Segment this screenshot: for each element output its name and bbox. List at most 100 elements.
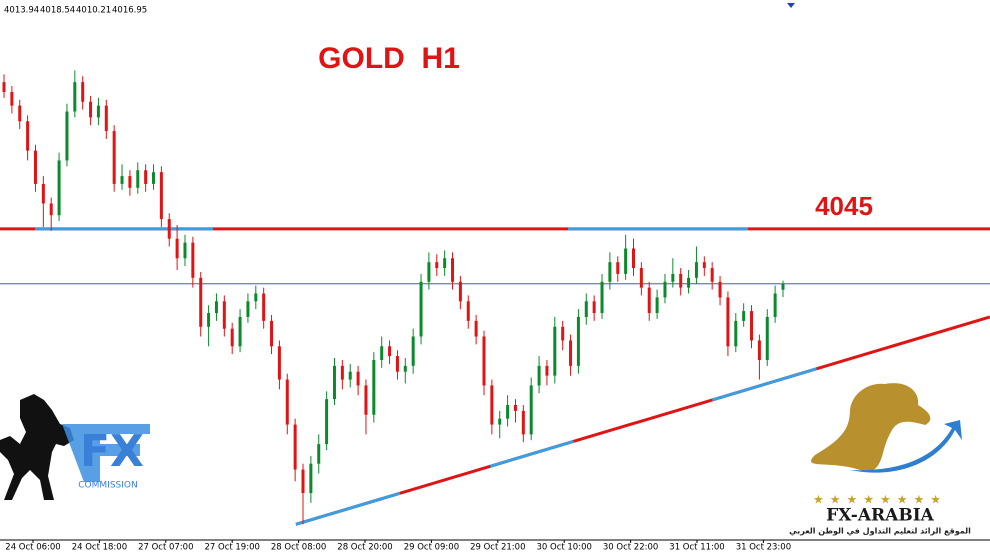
x-tick-label: 30 Oct 10:00 [536,543,591,553]
ohlc-header: 4013.94 4018.54 4010.21 4016.95 [4,6,147,16]
candle-body [757,340,761,360]
trendline-highlight [711,367,817,402]
low: 4010.21 [76,6,111,16]
candle-body [498,418,502,425]
candle-body [710,268,714,282]
candle-body [73,82,77,112]
candle-body [26,121,30,151]
arrow-icon [850,420,962,473]
fx-arabia-logo: ★★★★★★★★ FX-ARABIA الموقع الرائد لتعليم … [789,383,971,536]
candle-body [317,444,321,464]
candle-body [576,316,580,366]
candle-body [647,287,651,314]
candle-body [781,283,785,290]
candle-body [639,268,643,288]
fx-shape [62,424,150,482]
candle-body [545,365,549,376]
candle-body [490,385,494,425]
candle-body [10,91,14,106]
candle-body [395,356,399,372]
candle-body [773,293,777,317]
candle-body [57,160,61,216]
x-tick-label: 24 Oct 18:00 [72,543,127,553]
candle-body [537,365,541,386]
x-tick-label: 27 Oct 19:00 [204,543,259,553]
candle-body [687,277,691,288]
plot: 4045 [0,70,990,526]
high: 4018.54 [40,6,75,16]
candle-body [2,82,6,92]
candle-body [765,316,769,360]
candle-body [380,346,384,360]
candle-body [183,242,187,259]
candle-body [332,365,336,400]
candle-body [144,170,148,184]
candle-body [340,365,344,380]
candle-body [419,281,423,337]
candle-body [301,469,305,494]
candle-body [443,258,447,269]
candle-body [655,297,659,314]
candle-body [513,405,517,411]
candle-body [33,150,37,184]
candle-body [521,410,525,435]
candle-body [750,311,754,341]
candle-body [325,399,329,445]
arabia-tagline: الموقع الرائد لتعليم التداول في الوطن ال… [789,527,971,536]
trendline-highlight [489,439,574,468]
candle-body [104,105,108,132]
x-tick-label: 30 Oct 22:00 [603,543,658,553]
candle-body [451,258,455,282]
candle-body [152,172,156,184]
candle-body [136,170,140,188]
trendline [295,315,990,526]
candle-body [81,82,85,102]
candle-body [277,346,281,380]
candle-body [214,301,218,314]
candle-body [199,277,203,327]
candle-body [372,360,376,415]
stars: ★★★★★★★★ [813,493,947,507]
candle-body [293,424,297,470]
candle-body [726,297,730,347]
candle-body [529,385,533,435]
candle-body [435,262,439,269]
candle-body [474,320,478,337]
trendline-highlight [295,491,401,526]
fx-commission-logo: FX COMMISSION [0,394,150,500]
candle-body [584,301,588,317]
candle-body [246,301,250,317]
x-tick-label: 31 Oct 23:00 [736,543,791,553]
candle-body [18,105,22,122]
candle-body [191,242,195,278]
candle-body [309,463,313,494]
x-tick-label: 28 Oct 08:00 [271,543,326,553]
candle-body [348,371,352,380]
candle-body [41,183,45,204]
candle-body [663,281,667,298]
candle-body [167,219,171,239]
x-tick-label: 24 Oct 06:00 [5,543,60,553]
candle-body [616,262,620,274]
candle-body [89,101,93,118]
horse-icon [0,394,74,500]
candle-body [388,346,392,357]
candle-body [631,248,635,269]
candle-body [734,320,738,347]
fx-name: COMMISSION [78,481,137,491]
candle-body [411,336,415,366]
chart-title: GOLD H1 [318,42,460,75]
candle-body [569,340,573,366]
candle-body [624,248,628,274]
open: 4013.94 [4,6,39,16]
candle-body [112,131,116,184]
candle-body [600,281,604,314]
candle-body [702,262,706,269]
x-tick-label: 31 Oct 11:00 [669,543,724,553]
candle-body [238,316,242,347]
candle-body [608,262,612,282]
x-tick-label: 29 Oct 21:00 [470,543,525,553]
candle-body [364,385,368,415]
close: 4016.95 [112,6,147,16]
